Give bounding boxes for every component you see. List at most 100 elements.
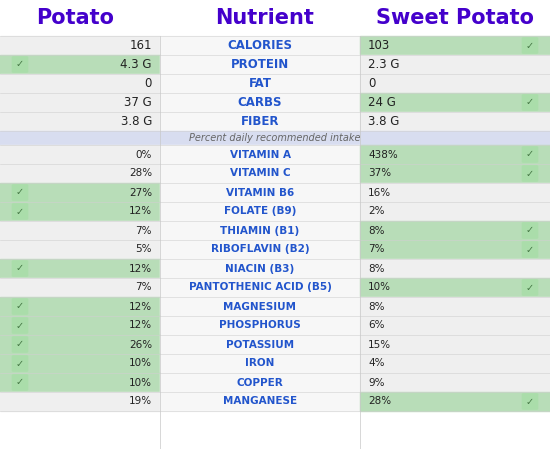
Text: RIBOFLAVIN (B2): RIBOFLAVIN (B2) [211, 245, 309, 255]
Bar [0, 202, 160, 221]
Bar [0, 112, 160, 131]
FancyBboxPatch shape [521, 241, 538, 258]
Text: 24 G: 24 G [368, 96, 396, 109]
FancyBboxPatch shape [521, 393, 538, 410]
Bar [0, 316, 160, 335]
Text: CALORIES: CALORIES [228, 39, 293, 52]
Text: 4.3 G: 4.3 G [120, 58, 152, 71]
Text: CARBS: CARBS [238, 96, 282, 109]
Bar [0, 131, 550, 145]
Text: ✓: ✓ [526, 168, 534, 179]
Bar [160, 316, 360, 335]
Text: FAT: FAT [249, 77, 272, 90]
Text: 28%: 28% [368, 396, 391, 406]
Bar [160, 221, 360, 240]
Bar [160, 240, 360, 259]
Text: 10%: 10% [129, 378, 152, 387]
Bar [360, 335, 550, 354]
FancyBboxPatch shape [521, 222, 538, 239]
Bar [360, 93, 550, 112]
Text: 4%: 4% [368, 358, 384, 369]
Bar [0, 297, 160, 316]
Text: 12%: 12% [129, 321, 152, 330]
Text: ✓: ✓ [16, 339, 24, 349]
FancyBboxPatch shape [521, 146, 538, 163]
Text: 9%: 9% [368, 378, 384, 387]
Text: COPPER: COPPER [236, 378, 283, 387]
Bar [0, 74, 160, 93]
Bar [160, 392, 360, 411]
Bar [160, 112, 360, 131]
Bar [160, 202, 360, 221]
Bar [360, 221, 550, 240]
Bar [0, 36, 160, 55]
Bar [160, 354, 360, 373]
Bar [360, 297, 550, 316]
Text: MANGANESE: MANGANESE [223, 396, 297, 406]
Bar [160, 335, 360, 354]
Bar [0, 145, 160, 164]
Text: 3.8 G: 3.8 G [120, 115, 152, 128]
Text: ✓: ✓ [526, 97, 534, 107]
Bar [160, 278, 360, 297]
Text: ✓: ✓ [16, 301, 24, 312]
FancyBboxPatch shape [12, 336, 29, 353]
Text: 7%: 7% [135, 282, 152, 292]
Bar [0, 240, 160, 259]
Bar [360, 278, 550, 297]
Bar [0, 335, 160, 354]
Bar [0, 259, 160, 278]
Bar [160, 259, 360, 278]
Bar [360, 145, 550, 164]
Bar [160, 373, 360, 392]
Text: 8%: 8% [368, 225, 384, 235]
Bar [160, 297, 360, 316]
Text: 161: 161 [129, 39, 152, 52]
Text: POTASSIUM: POTASSIUM [226, 339, 294, 349]
Bar [360, 55, 550, 74]
Text: 103: 103 [368, 39, 390, 52]
Bar [360, 36, 550, 55]
Text: 2.3 G: 2.3 G [368, 58, 399, 71]
Text: ✓: ✓ [526, 225, 534, 235]
Bar [360, 240, 550, 259]
Text: 12%: 12% [129, 264, 152, 273]
FancyBboxPatch shape [12, 56, 29, 73]
Bar [360, 259, 550, 278]
Bar [0, 164, 160, 183]
Bar [160, 183, 360, 202]
Bar [0, 0, 550, 36]
Text: 12%: 12% [129, 301, 152, 312]
Text: VITAMIN A: VITAMIN A [229, 150, 290, 159]
Bar [160, 74, 360, 93]
Text: 37 G: 37 G [124, 96, 152, 109]
Text: ✓: ✓ [16, 207, 24, 216]
Text: ✓: ✓ [16, 60, 24, 70]
Text: 37%: 37% [368, 168, 391, 179]
Text: FIBER: FIBER [241, 115, 279, 128]
Text: 10%: 10% [368, 282, 391, 292]
Text: ✓: ✓ [526, 40, 534, 50]
Bar [360, 392, 550, 411]
Text: PHOSPHORUS: PHOSPHORUS [219, 321, 301, 330]
Text: NIACIN (B3): NIACIN (B3) [226, 264, 295, 273]
Bar [360, 202, 550, 221]
Text: 0: 0 [368, 77, 375, 90]
Bar [160, 93, 360, 112]
Bar [0, 278, 160, 297]
Text: 26%: 26% [129, 339, 152, 349]
Text: 0: 0 [145, 77, 152, 90]
Text: 10%: 10% [129, 358, 152, 369]
Text: ✓: ✓ [526, 282, 534, 292]
FancyBboxPatch shape [521, 94, 538, 111]
Text: 2%: 2% [368, 207, 384, 216]
Text: ✓: ✓ [16, 321, 24, 330]
Text: 3.8 G: 3.8 G [368, 115, 399, 128]
Text: 7%: 7% [368, 245, 384, 255]
FancyBboxPatch shape [12, 184, 29, 201]
Text: VITAMIN C: VITAMIN C [230, 168, 290, 179]
Text: 0%: 0% [136, 150, 152, 159]
Bar [0, 93, 160, 112]
Text: 6%: 6% [368, 321, 384, 330]
Bar [160, 55, 360, 74]
